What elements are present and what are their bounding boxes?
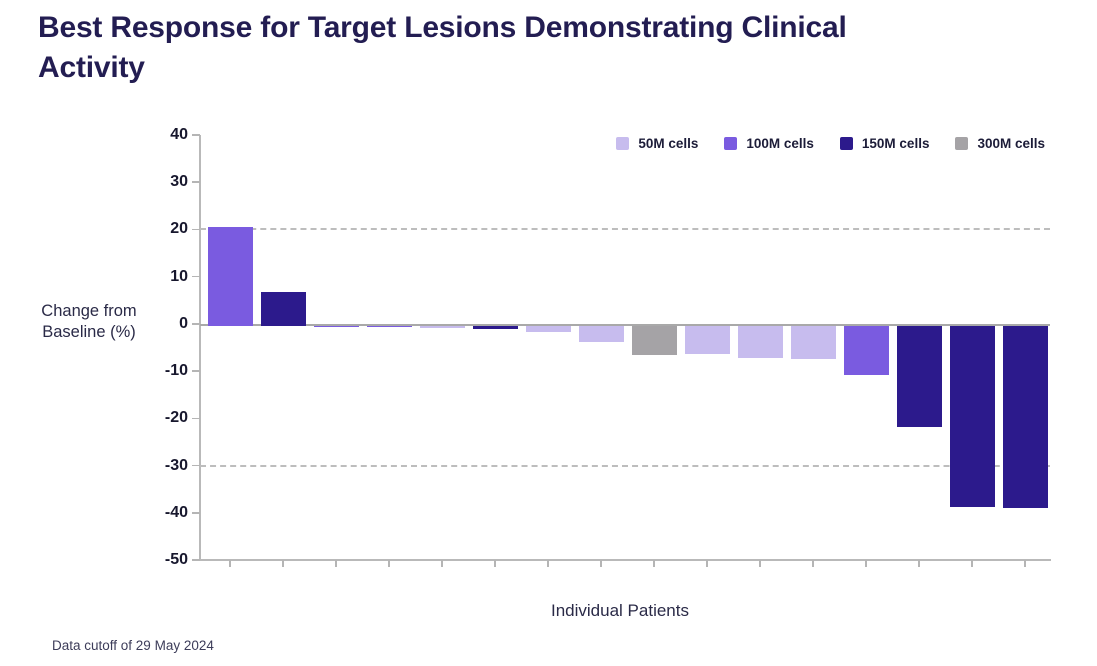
x-tick-2	[282, 560, 284, 567]
bar-patient-6	[472, 325, 518, 329]
bar-patient-2	[260, 291, 306, 326]
legend-swatch-icon	[724, 137, 738, 150]
x-tick-1	[229, 560, 231, 567]
bar-patient-7	[525, 325, 571, 332]
data-cutoff-note: Data cutoff of 29 May 2024	[52, 638, 214, 653]
y-axis-title-line1: Change from	[41, 302, 137, 320]
x-tick-13	[865, 560, 867, 567]
legend-swatch-icon	[955, 137, 969, 150]
y-tick-0	[192, 323, 200, 325]
y-tick--40	[192, 512, 200, 514]
reference-line-20	[200, 228, 1050, 231]
bar-patient-1	[207, 227, 253, 326]
bar-patient-8	[578, 325, 624, 343]
bar-patient-15	[949, 325, 995, 508]
x-tick-4	[388, 560, 390, 567]
x-tick-5	[441, 560, 443, 567]
y-tick--10	[192, 370, 200, 372]
x-tick-9	[653, 560, 655, 567]
waterfall-plot	[192, 134, 1051, 567]
x-tick-10	[706, 560, 708, 567]
zero-baseline	[200, 323, 1050, 326]
y-axis-title: Change from Baseline (%)	[8, 301, 170, 342]
bar-patient-4	[366, 325, 412, 328]
y-tick-label--10: -10	[164, 362, 188, 380]
x-axis-line	[199, 559, 1051, 561]
x-tick-7	[547, 560, 549, 567]
bar-patient-11	[737, 325, 783, 358]
y-tick-label-20: 20	[170, 220, 188, 238]
y-axis-title-line2: Baseline (%)	[42, 322, 136, 341]
legend-item-300m-cells: 300M cells	[955, 136, 1045, 151]
y-tick--30	[192, 464, 200, 467]
y-tick-40	[192, 134, 200, 136]
bar-patient-13	[843, 325, 889, 375]
y-axis-line	[199, 135, 201, 560]
bar-patient-10	[684, 325, 730, 354]
x-tick-3	[335, 560, 337, 567]
x-tick-12	[812, 560, 814, 567]
bar-patient-9	[631, 325, 677, 356]
legend-item-150m-cells: 150M cells	[839, 136, 930, 151]
x-tick-16	[1024, 560, 1026, 567]
legend-swatch-icon	[839, 137, 853, 150]
legend-item-100m-cells: 100M cells	[724, 136, 814, 151]
y-tick-label--50: -50	[164, 551, 188, 568]
legend-label: 150M cells	[861, 136, 930, 151]
y-tick--50	[192, 559, 200, 561]
y-tick-label-40: 40	[170, 126, 188, 143]
y-tick-20	[192, 228, 200, 231]
legend-swatch-icon	[616, 137, 630, 150]
legend-label: 300M cells	[977, 136, 1045, 151]
y-tick-10	[192, 275, 200, 278]
bar-patient-3	[313, 325, 359, 327]
x-tick-11	[759, 560, 761, 567]
reference-line--30	[200, 464, 1050, 467]
x-tick-6	[494, 560, 496, 567]
legend-label: 50M cells	[638, 136, 699, 151]
chart-title: Best Response for Target Lesions Demonst…	[38, 11, 847, 84]
bar-patient-12	[790, 325, 836, 360]
legend-label: 100M cells	[746, 136, 814, 151]
y-tick-label--30: -30	[164, 456, 188, 474]
bar-patient-5	[419, 325, 465, 328]
x-tick-14	[918, 560, 920, 567]
bar-patient-16	[1002, 325, 1048, 509]
y-tick-label-30: 30	[170, 173, 188, 191]
y-tick-label-10: 10	[170, 267, 188, 285]
bar-patient-14	[896, 325, 942, 428]
y-tick-label-0: 0	[179, 314, 188, 332]
x-tick-15	[971, 560, 973, 567]
legend: 50M cells 100M cells 150M cells 300M cells	[616, 136, 1045, 151]
y-tick--20	[192, 417, 200, 420]
legend-item-50m-cells: 50M cells	[616, 136, 698, 151]
x-axis-title: Individual Patients	[551, 601, 689, 620]
x-tick-8	[600, 560, 602, 567]
y-tick-30	[192, 181, 200, 183]
y-tick-label--40: -40	[164, 503, 188, 521]
y-tick-label--20: -20	[164, 409, 188, 427]
